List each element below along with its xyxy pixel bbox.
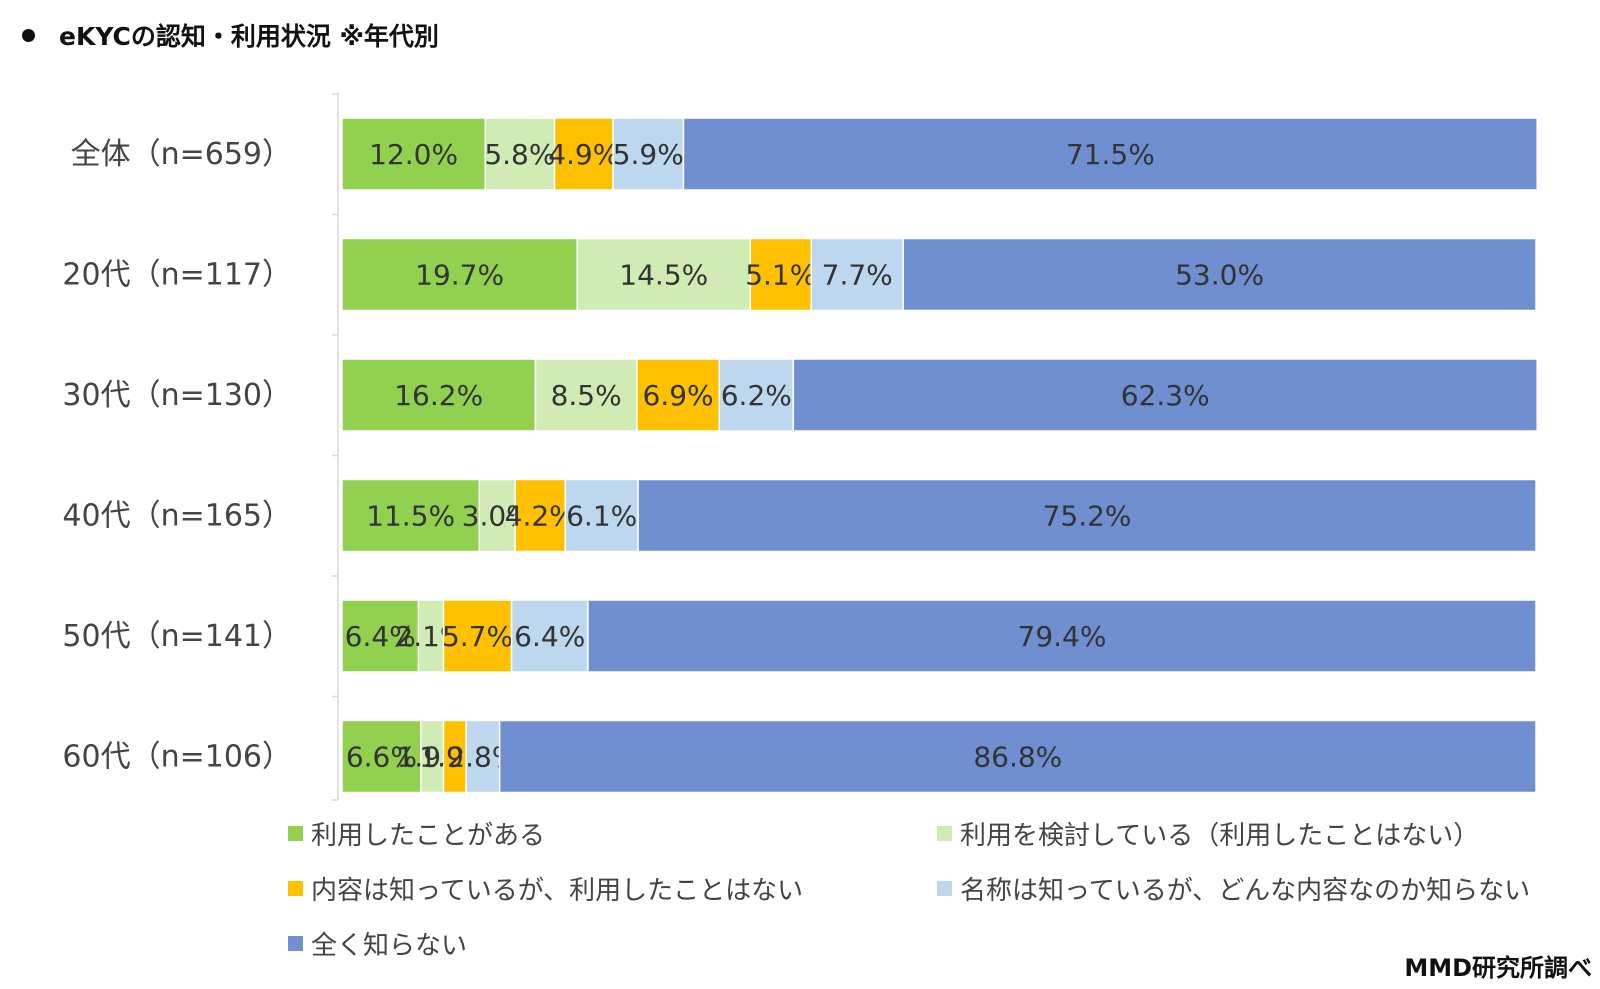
data-label: 6.4% bbox=[345, 620, 416, 653]
bar-segment-1 bbox=[341, 237, 578, 312]
bar-segment-1 bbox=[341, 358, 537, 432]
bar-segment-4 bbox=[510, 599, 589, 673]
data-label: 6.2% bbox=[721, 379, 792, 412]
title-text: eKYCの認知・利用状況 ※年代別 bbox=[59, 22, 439, 51]
bar-segment-1 bbox=[341, 719, 422, 794]
category-label: 60代（n=106） bbox=[62, 740, 292, 775]
category-label: 50代（n=141） bbox=[62, 619, 292, 654]
chart-title: eKYCの認知・利用状況 ※年代別 bbox=[22, 18, 439, 52]
category-label: 20代（n=117） bbox=[62, 258, 292, 293]
data-label: 7.7% bbox=[822, 259, 893, 292]
data-label: 5.1% bbox=[745, 259, 816, 292]
data-label: 6.6% bbox=[346, 741, 417, 774]
bar-segment-3 bbox=[553, 117, 614, 191]
bar-segment-4 bbox=[465, 719, 501, 794]
bar-segment-3 bbox=[749, 237, 812, 312]
data-label: 6.9% bbox=[643, 379, 714, 412]
bar-segment-2 bbox=[417, 599, 445, 673]
data-label: 79.4% bbox=[1018, 620, 1107, 653]
bar-segment-5 bbox=[792, 358, 1538, 432]
source-credit: MMD研究所調べ bbox=[1404, 954, 1592, 982]
data-label: 12.0% bbox=[369, 138, 458, 171]
category-label: 30代（n=130） bbox=[62, 378, 292, 413]
data-label: 14.5% bbox=[619, 259, 708, 292]
category-label: 全体（n=659） bbox=[71, 137, 292, 172]
title-bullet-icon bbox=[22, 28, 35, 42]
bar-segment-2 bbox=[484, 117, 556, 191]
data-label: 4.9% bbox=[548, 138, 619, 171]
bar-segment-4 bbox=[718, 358, 795, 432]
bar-segment-5 bbox=[682, 117, 1538, 191]
data-label: 75.2% bbox=[1043, 500, 1132, 533]
data-label: 16.2% bbox=[394, 379, 483, 412]
bar-segment-2 bbox=[478, 478, 516, 553]
data-label: 5.8% bbox=[484, 138, 555, 171]
data-label: 5.7% bbox=[442, 620, 513, 653]
bar-segment-3 bbox=[514, 478, 567, 553]
bar-segment-5 bbox=[902, 237, 1537, 312]
bar-segment-5 bbox=[587, 599, 1537, 673]
category-label: 40代（n=165） bbox=[62, 499, 292, 534]
bar-segment-2 bbox=[576, 237, 752, 312]
bar-segment-1 bbox=[341, 478, 481, 553]
data-label: 11.5% bbox=[366, 500, 455, 533]
bar-segment-5 bbox=[498, 719, 1537, 794]
data-label: 86.8% bbox=[973, 741, 1062, 774]
data-label: 6.1% bbox=[566, 500, 637, 533]
data-label: 71.5% bbox=[1066, 138, 1155, 171]
data-label: 8.5% bbox=[551, 379, 622, 412]
data-label: 62.3% bbox=[1121, 379, 1210, 412]
data-label: 6.4% bbox=[514, 620, 585, 653]
data-label: 53.0% bbox=[1175, 259, 1264, 292]
bar-segment-3 bbox=[442, 599, 513, 673]
bar-segment-2 bbox=[534, 358, 638, 432]
data-label: 4.2% bbox=[505, 500, 576, 533]
bar-segment-1 bbox=[341, 599, 420, 673]
bar-segment-5 bbox=[637, 478, 1537, 553]
data-label: 5.9% bbox=[613, 138, 684, 171]
data-label: 19.7% bbox=[415, 259, 504, 292]
bar-segment-4 bbox=[564, 478, 639, 553]
